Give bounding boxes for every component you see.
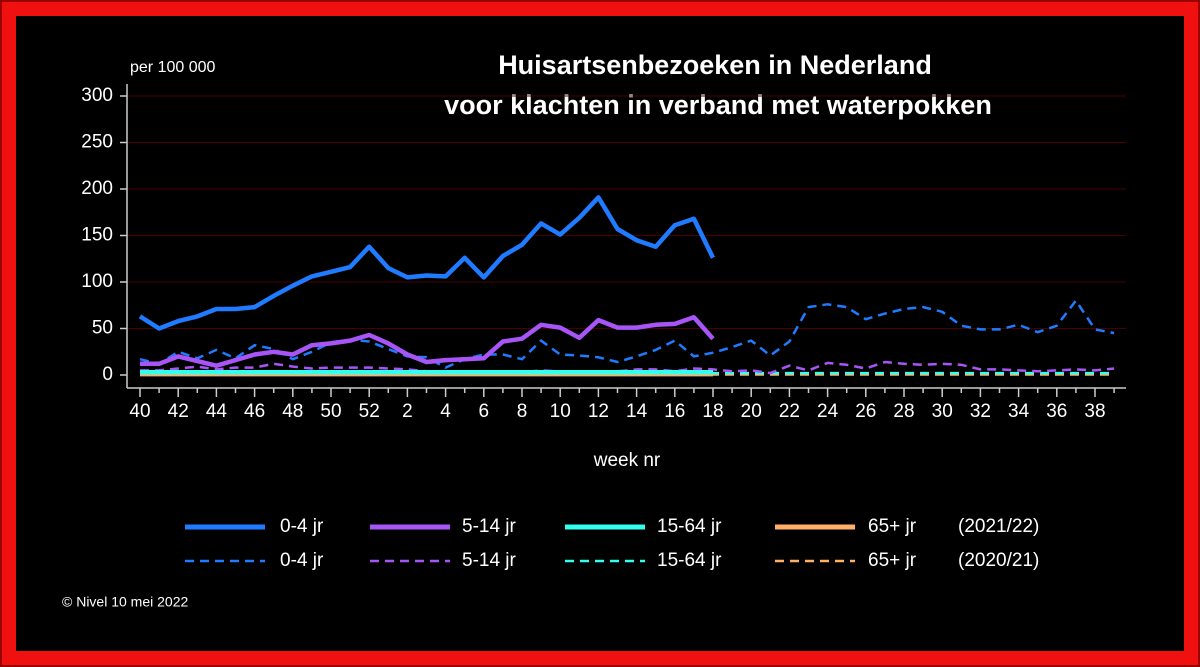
x-tick-label: 22 — [779, 401, 800, 422]
x-tick-label: 2 — [402, 401, 413, 422]
x-tick-label: 40 — [129, 401, 150, 422]
y-tick-label: 0 — [102, 364, 113, 385]
x-tick-label: 46 — [244, 401, 265, 422]
x-tick-label: 6 — [479, 401, 490, 422]
x-tick-label: 30 — [932, 401, 953, 422]
chart-title: voor klachten in verband met waterpokken — [444, 90, 992, 120]
x-tick-label: 18 — [702, 401, 723, 422]
legend-label: 65+ jr — [868, 516, 917, 537]
legend-label: 5-14 jr — [462, 516, 517, 537]
x-tick-label: 34 — [1008, 401, 1030, 422]
x-axis-label: week nr — [593, 450, 661, 471]
x-tick-label: 20 — [741, 401, 762, 422]
x-tick-label: 26 — [855, 401, 876, 422]
x-tick-label: 16 — [664, 401, 685, 422]
x-tick-label: 44 — [206, 401, 228, 422]
legend-label: 0-4 jr — [280, 516, 324, 537]
x-tick-label: 32 — [970, 401, 991, 422]
y-tick-label: 100 — [81, 271, 113, 292]
y-axis-label: per 100 000 — [130, 59, 216, 76]
y-tick-label: 250 — [81, 132, 113, 153]
legend-label: 15-64 jr — [657, 550, 722, 571]
legend-season: (2020/21) — [958, 550, 1039, 571]
legend-season: (2021/22) — [958, 516, 1039, 537]
y-tick-label: 50 — [92, 318, 113, 339]
x-tick-label: 48 — [282, 401, 303, 422]
x-tick-label: 4 — [440, 401, 451, 422]
x-tick-label: 14 — [626, 401, 648, 422]
x-tick-label: 12 — [588, 401, 609, 422]
series-line — [140, 315, 715, 368]
y-tick-label: 150 — [81, 225, 113, 246]
x-tick-label: 42 — [168, 401, 189, 422]
y-tick-label: 300 — [81, 85, 113, 106]
y-tick-label: 200 — [81, 178, 113, 199]
series-line — [138, 195, 716, 331]
legend-label: 0-4 jr — [280, 550, 324, 571]
footer: © Nivel 10 mei 2022 — [62, 594, 188, 610]
x-tick-label: 36 — [1046, 401, 1067, 422]
x-tick-label: 8 — [517, 401, 528, 422]
x-tick-label: 38 — [1084, 401, 1105, 422]
legend-label: 15-64 jr — [657, 516, 722, 537]
x-tick-label: 10 — [550, 401, 571, 422]
x-tick-label: 50 — [320, 401, 341, 422]
legend-label: 65+ jr — [868, 550, 917, 571]
x-tick-label: 52 — [359, 401, 380, 422]
x-tick-label: 24 — [817, 401, 839, 422]
x-tick-label: 28 — [893, 401, 914, 422]
series-line — [139, 299, 1115, 369]
legend-label: 5-14 jr — [462, 550, 517, 571]
chart-title: Huisartsenbezoeken in Nederland — [498, 50, 932, 80]
